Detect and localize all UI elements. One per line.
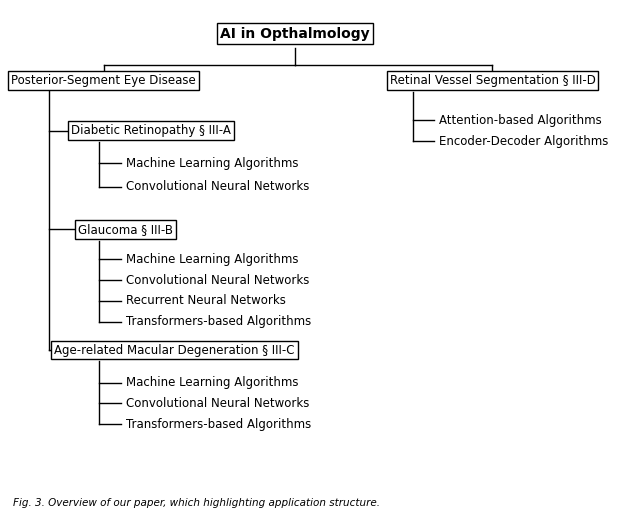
Text: Transformers-based Algorithms: Transformers-based Algorithms — [125, 315, 311, 328]
Text: Attention-based Algorithms: Attention-based Algorithms — [439, 114, 602, 127]
Text: Transformers-based Algorithms: Transformers-based Algorithms — [125, 418, 311, 431]
Text: Machine Learning Algorithms: Machine Learning Algorithms — [125, 253, 298, 266]
Text: Posterior-Segment Eye Disease: Posterior-Segment Eye Disease — [12, 74, 196, 87]
Text: Fig. 3. Overview of our paper, which highlighting application structure.: Fig. 3. Overview of our paper, which hig… — [13, 498, 380, 508]
Text: AI in Opthalmology: AI in Opthalmology — [220, 27, 370, 41]
Text: Retinal Vessel Segmentation § III-D: Retinal Vessel Segmentation § III-D — [390, 74, 595, 87]
Text: Machine Learning Algorithms: Machine Learning Algorithms — [125, 157, 298, 170]
Text: Age-related Macular Degeneration § III-C: Age-related Macular Degeneration § III-C — [54, 343, 295, 357]
Text: Diabetic Retinopathy § III-A: Diabetic Retinopathy § III-A — [70, 124, 230, 137]
Text: Convolutional Neural Networks: Convolutional Neural Networks — [125, 273, 309, 287]
Text: Encoder-Decoder Algorithms: Encoder-Decoder Algorithms — [439, 134, 609, 148]
Text: Convolutional Neural Networks: Convolutional Neural Networks — [125, 180, 309, 193]
Text: Glaucoma § III-B: Glaucoma § III-B — [78, 223, 173, 236]
Text: Machine Learning Algorithms: Machine Learning Algorithms — [125, 376, 298, 389]
Text: Recurrent Neural Networks: Recurrent Neural Networks — [125, 294, 285, 307]
Text: Convolutional Neural Networks: Convolutional Neural Networks — [125, 397, 309, 410]
